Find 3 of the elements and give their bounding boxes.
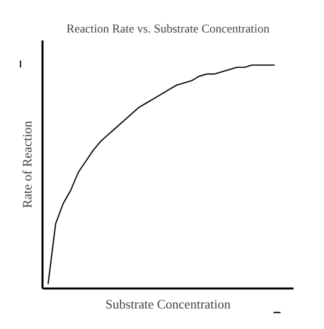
- chart-title: Reaction Rate vs. Substrate Concentration: [66, 22, 270, 36]
- x-axis-title: Substrate Concentration: [105, 296, 232, 312]
- y-axis-title: Rate of Reaction: [20, 120, 34, 208]
